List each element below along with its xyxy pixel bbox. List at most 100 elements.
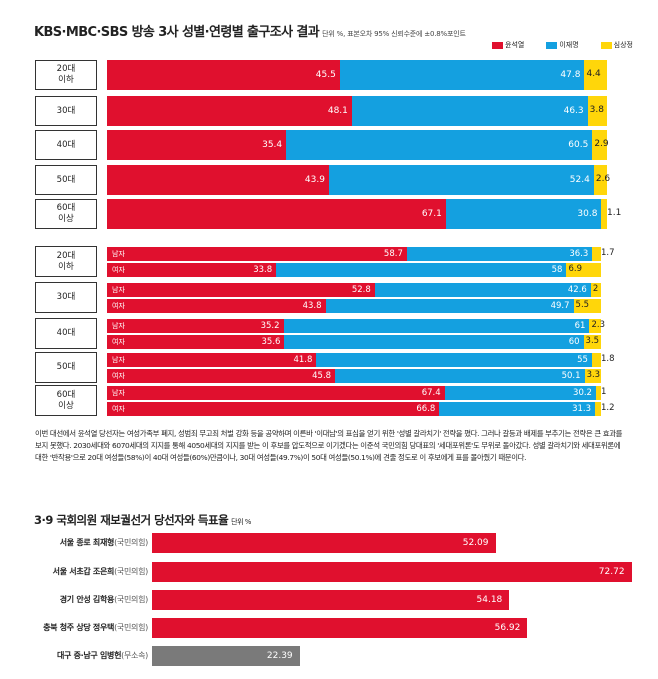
age-label: 50대 <box>35 352 97 383</box>
candidate-bar: 56.92 <box>152 618 528 638</box>
age-label: 50대 <box>35 165 97 195</box>
legend-swatch <box>600 41 612 49</box>
gender-tag-female: 여자 <box>112 372 125 380</box>
bar-value-sim: 1.1 <box>607 208 622 218</box>
bar-segment-lee: 36.3 <box>406 247 593 261</box>
by-election-unit: 단위 % <box>231 518 251 526</box>
bar-value-sim: 4.4 <box>586 69 601 79</box>
age-label: 40대 <box>35 318 97 349</box>
legend-label: 심상정 <box>613 41 633 49</box>
by-election-title: 3·9 국회의원 재보궐선거 당선자와 득표율 단위 % <box>34 513 251 527</box>
candidate-name: 대구 중·남구 임병헌 <box>56 651 122 660</box>
article-paragraph: 이번 대선에서 윤석열 당선자는 여성가족부 폐지, 성범죄 무고죄 처벌 강화… <box>35 429 623 463</box>
candidate-party: (국민의힘) <box>114 538 148 547</box>
age-label: 40대 <box>35 130 97 160</box>
bar-segment-lee: 31.3 <box>439 402 596 416</box>
age-label: 20대 이하 <box>35 60 97 90</box>
bar-value-sim: 1 <box>601 387 607 397</box>
bar-segment-sim <box>593 165 607 195</box>
legend-swatch <box>492 41 503 49</box>
bar-segment-sim <box>584 60 607 90</box>
bar-segment-lee: 46.3 <box>351 96 588 126</box>
candidate-bar: 72.72 <box>152 562 632 582</box>
bar-segment-yoon: 58.7 <box>107 247 407 261</box>
bar-segment-yoon: 41.8 <box>107 353 317 367</box>
bar-segment-yoon: 52.8 <box>107 283 375 297</box>
bar-segment-yoon: 67.4 <box>107 386 445 400</box>
candidate-party: (국민의힘) <box>114 595 148 604</box>
bar-segment-sim <box>595 386 601 400</box>
bar-segment-yoon: 45.8 <box>107 369 336 383</box>
bar-value-sim: 1.7 <box>601 248 615 258</box>
candidate-bar: 52.09 <box>152 533 496 553</box>
legend-label: 윤석열 <box>505 41 525 49</box>
age-label: 20대 이하 <box>35 246 97 277</box>
bar-segment-lee: 60.5 <box>286 130 593 160</box>
bar-segment-sim <box>573 299 601 313</box>
bar-value-sim: 2.9 <box>594 139 609 149</box>
candidate-name: 서울 서초갑 조은희 <box>52 567 115 576</box>
candidate-party: (무소속) <box>121 651 148 660</box>
legend-item: 이재명 <box>546 40 579 50</box>
bar-value-sim: 3.3 <box>586 370 601 380</box>
bar-value-sim: 2.6 <box>595 174 611 184</box>
candidate-bar: 22.39 <box>152 646 300 666</box>
bar-segment-sim <box>591 353 601 367</box>
bar-segment-yoon: 48.1 <box>107 96 352 126</box>
bar-segment-lee: 42.6 <box>374 283 591 297</box>
bar-segment-yoon: 33.8 <box>107 263 277 277</box>
chart-title: KBS·MBC·SBS 방송 3사 성별·연령별 출구조사 결과 단위 %, 표본… <box>34 25 466 40</box>
bar-segment-lee: 52.4 <box>328 165 594 195</box>
age-label: 60대 이상 <box>35 199 97 229</box>
bar-value-sim: 3.5 <box>585 336 600 346</box>
candidate-name: 서울 종로 최재형 <box>59 538 115 547</box>
bar-segment-sim <box>592 247 601 261</box>
bar-value-sim: 6.9 <box>568 264 582 274</box>
candidate-party: (국민의힘) <box>114 623 148 632</box>
legend: 윤석열 이재명 심상정 <box>492 40 633 50</box>
bar-segment-lee: 60 <box>284 335 584 349</box>
chart-subtitle: 단위 %, 표본오차 95% 신뢰수준에 ±0.8%포인트 <box>322 30 466 38</box>
bar-segment-sim <box>592 130 607 160</box>
bar-segment-yoon: 43.8 <box>107 299 326 313</box>
gender-tag-male: 남자 <box>112 389 125 397</box>
bar-segment-lee: 61 <box>283 319 590 333</box>
bar-segment-sim <box>583 335 601 349</box>
legend-item: 윤석열 <box>492 40 524 50</box>
bar-segment-yoon: 35.6 <box>107 335 285 349</box>
bar-segment-sim <box>590 283 601 297</box>
gender-tag-female: 여자 <box>112 266 125 274</box>
bar-segment-lee: 30.2 <box>444 386 596 400</box>
age-label: 30대 <box>35 96 97 126</box>
gender-tag-female: 여자 <box>112 302 125 310</box>
bar-segment-yoon: 45.5 <box>107 60 340 90</box>
candidate-label: 충북 청주 상당 정우택(국민의힘) <box>20 622 148 633</box>
bar-segment-sim <box>587 96 607 126</box>
bar-segment-sim <box>595 402 601 416</box>
bar-value-sim: 2 <box>592 284 599 294</box>
bar-value-sim: 1.8 <box>601 354 615 364</box>
gender-tag-male: 남자 <box>112 250 125 258</box>
candidate-label: 서울 서초갑 조은희(국민의힘) <box>20 566 149 577</box>
bar-segment-sim <box>601 199 607 229</box>
candidate-label: 경기 안성 김학용(국민의힘) <box>20 594 149 605</box>
legend-swatch <box>546 41 558 49</box>
candidate-label: 대구 중·남구 임병헌(무소속) <box>20 650 148 661</box>
candidate-party: (국민의힘) <box>114 567 148 576</box>
bar-segment-lee: 58 <box>276 263 567 277</box>
gender-tag-female: 여자 <box>112 405 125 413</box>
legend-item: 심상정 <box>600 40 633 50</box>
bar-segment-yoon: 35.4 <box>107 130 287 160</box>
candidate-name: 경기 안성 김학용 <box>59 595 115 604</box>
candidate-label: 서울 종로 최재형(국민의힘) <box>20 537 149 548</box>
gender-tag-female: 여자 <box>112 338 125 346</box>
gender-tag-male: 남자 <box>112 286 125 294</box>
bar-segment-yoon: 35.2 <box>107 319 284 333</box>
age-label: 30대 <box>35 282 97 313</box>
bar-segment-yoon: 66.8 <box>107 402 440 416</box>
candidate-name: 충북 청주 상당 정우택 <box>43 623 115 632</box>
gender-tag-male: 남자 <box>112 322 125 330</box>
candidate-bar: 54.18 <box>152 590 510 610</box>
bar-value-sim: 5.5 <box>575 300 590 310</box>
bar-segment-lee: 47.8 <box>339 60 585 90</box>
